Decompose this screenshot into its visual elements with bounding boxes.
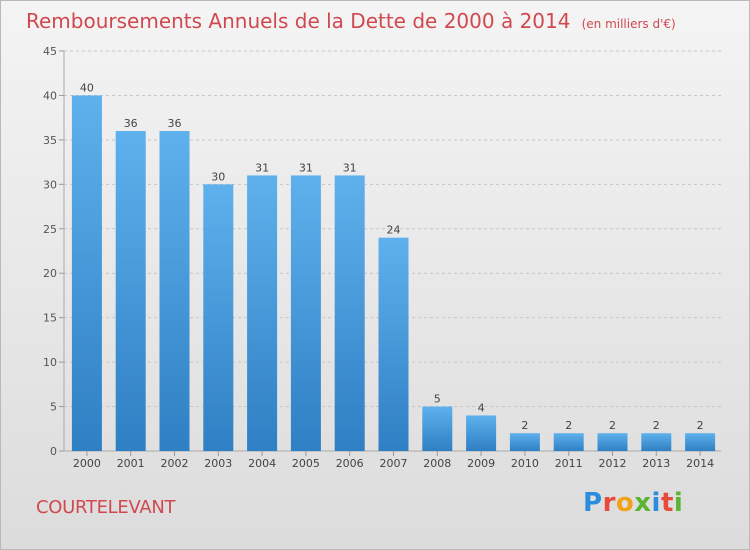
data-label: 5 <box>434 393 441 406</box>
x-tick-label: 2001 <box>117 457 145 470</box>
bar <box>422 406 453 451</box>
bar <box>597 433 628 451</box>
data-label: 2 <box>653 419 660 432</box>
bar <box>334 175 365 451</box>
x-tick-label: 2008 <box>423 457 451 470</box>
bar <box>685 433 716 451</box>
x-tick-label: 2000 <box>73 457 101 470</box>
x-tick-label: 2002 <box>161 457 189 470</box>
data-label: 31 <box>255 161 269 174</box>
y-tick-label: 25 <box>43 223 57 236</box>
proxiti-logo: Proxiti <box>583 488 683 518</box>
y-tick-label: 20 <box>43 267 57 280</box>
chart-title: Remboursements Annuels de la Dette de 20… <box>26 9 676 33</box>
bar <box>509 433 540 451</box>
commune-name: COURTELEVANT <box>36 497 176 518</box>
x-tick-label: 2007 <box>380 457 408 470</box>
bar <box>203 184 234 452</box>
data-label: 2 <box>565 419 572 432</box>
bar <box>71 95 102 451</box>
y-tick-label: 0 <box>50 445 57 458</box>
data-label: 24 <box>387 224 401 237</box>
data-label: 36 <box>124 117 138 130</box>
bar <box>247 175 278 451</box>
data-label: 36 <box>168 117 182 130</box>
logo-letter: i <box>651 488 661 518</box>
data-label: 4 <box>478 401 485 414</box>
x-tick-label: 2006 <box>336 457 364 470</box>
y-tick-label: 5 <box>50 401 57 414</box>
bars: 40 2000 36 2001 36 2002 30 2003 31 2004 31 2005 31 20… <box>71 81 716 470</box>
logo-letter: x <box>634 488 652 518</box>
logo-letter: t <box>660 488 674 518</box>
data-label: 2 <box>609 419 616 432</box>
bar <box>378 237 409 451</box>
bar <box>553 433 584 451</box>
chart-title-main: Remboursements Annuels de la Dette de 20… <box>26 9 571 33</box>
chart-title-unit: (en milliers d'€) <box>581 17 676 31</box>
x-tick-label: 2005 <box>292 457 320 470</box>
logo-letter: o <box>615 488 635 518</box>
data-label: 30 <box>211 170 225 183</box>
data-label: 2 <box>521 419 528 432</box>
bar <box>466 415 497 451</box>
y-tick-label: 15 <box>43 312 57 325</box>
x-tick-label: 2012 <box>599 457 627 470</box>
x-tick-label: 2013 <box>642 457 670 470</box>
data-label: 40 <box>80 81 94 94</box>
y-tick-label: 35 <box>43 134 57 147</box>
bar <box>115 131 146 451</box>
logo-letter: P <box>583 488 603 518</box>
x-tick-label: 2003 <box>204 457 232 470</box>
bar <box>290 175 321 451</box>
y-tick-label: 30 <box>43 178 57 191</box>
data-label: 2 <box>697 419 704 432</box>
x-tick-label: 2011 <box>555 457 583 470</box>
x-tick-label: 2010 <box>511 457 539 470</box>
logo-letter: r <box>602 488 616 518</box>
y-tick-label: 45 <box>43 45 57 58</box>
y-tick-label: 40 <box>43 89 57 102</box>
x-tick-label: 2014 <box>686 457 714 470</box>
logo-letter: i <box>673 488 684 518</box>
bar <box>159 131 190 451</box>
x-tick-label: 2009 <box>467 457 495 470</box>
data-label: 31 <box>343 161 357 174</box>
data-label: 31 <box>299 161 313 174</box>
bar <box>641 433 672 451</box>
y-tick-label: 10 <box>43 356 57 369</box>
x-tick-label: 2004 <box>248 457 276 470</box>
